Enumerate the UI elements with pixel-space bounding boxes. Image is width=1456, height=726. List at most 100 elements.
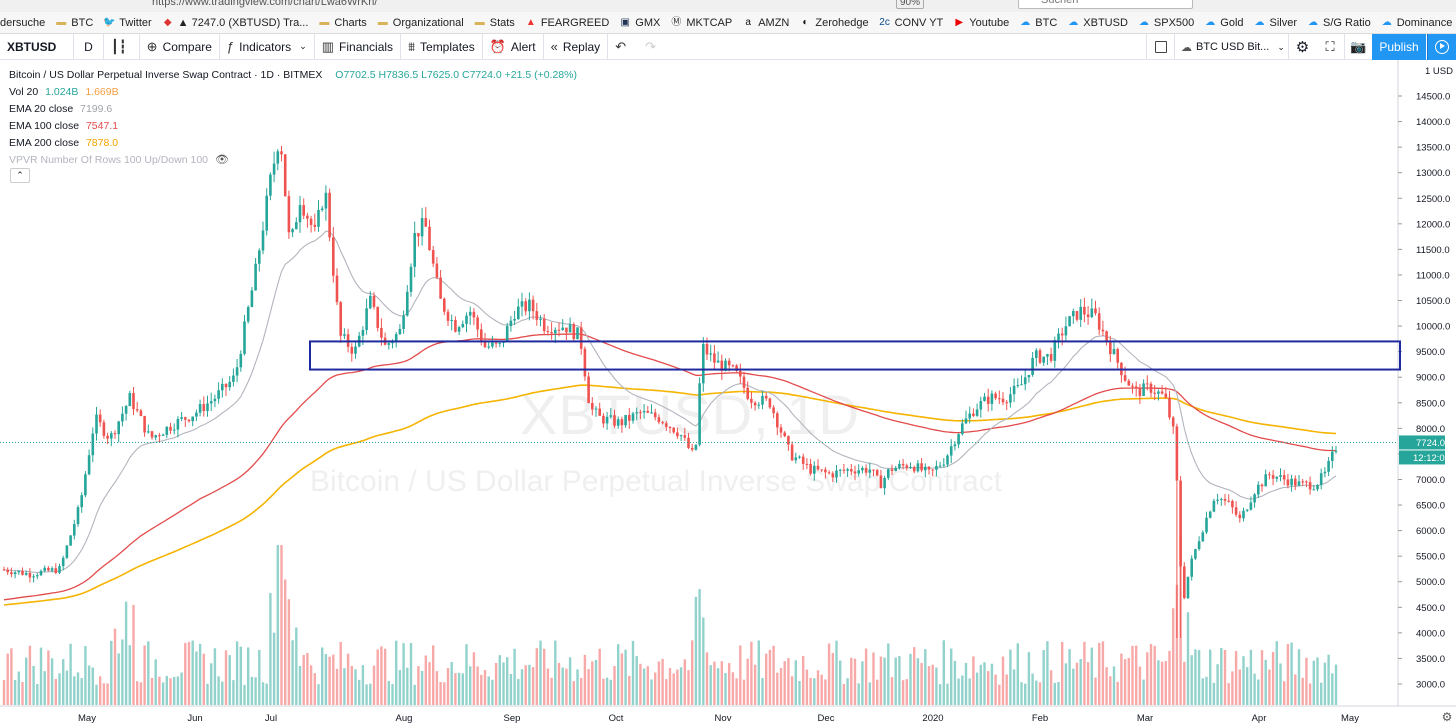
bookmark-label: Zerohedge (815, 16, 869, 29)
legend-collapse-button[interactable]: ⌃ (10, 168, 30, 183)
candle-body (909, 467, 912, 469)
volume-bar (691, 640, 694, 705)
price-chart[interactable]: 1 USD 14500.0 14000.0 13500.0 13000.0 12500.0… (0, 60, 1456, 726)
bookmark-item[interactable]: ☁ Dominance (1381, 17, 1453, 29)
indicators-button[interactable]: ƒ Indicators ⌄ (220, 33, 315, 60)
volume-bar (317, 684, 320, 705)
bookmark-item[interactable]: ▬ Organizational (377, 17, 464, 29)
volume-bar (901, 680, 905, 705)
browser-search-input[interactable]: Suchen (1018, 0, 1193, 9)
candle-body (1323, 471, 1327, 474)
resistance-zone-box[interactable] (309, 340, 1401, 371)
interval-button[interactable]: D (74, 33, 104, 60)
bookmark-item[interactable]: ☁ BTC (1019, 17, 1057, 29)
bookmark-item[interactable]: 🐦 Twitter (103, 17, 151, 29)
bookmark-item[interactable]: ▬ BTC (55, 17, 93, 29)
candle-body (642, 411, 646, 413)
bookmark-item[interactable]: ▣ GMX (619, 17, 661, 29)
replay-button[interactable]: « Replay (544, 33, 609, 60)
indicators-label: Indicators (239, 39, 292, 54)
candle-body (494, 342, 498, 344)
volume-bar (946, 683, 949, 705)
bookmark-item[interactable]: ◐ Zerohedge (799, 17, 868, 29)
undo-button[interactable]: ↶ (608, 34, 638, 60)
legend-ema20-row[interactable]: EMA 20 close 7199.6 (9, 101, 581, 118)
candle-body (850, 469, 853, 472)
symbol-search-button[interactable]: XBTUSD (0, 33, 74, 60)
bookmark-item[interactable]: ☁ SPX500 (1138, 17, 1194, 29)
financials-button[interactable]: ▥ Financials (315, 33, 402, 60)
bookmark-item[interactable]: ☁ Gold (1204, 17, 1243, 29)
price-tick-label: 9000.0 (1416, 373, 1445, 384)
zoom-level[interactable]: 90% (896, 0, 925, 9)
candle-body (753, 402, 757, 406)
legend-vol-row[interactable]: Vol 20 1.024B 1.669B (9, 84, 581, 101)
chart-pane[interactable]: XBTUSD, 1D Bitcoin / US Dollar Perpetual… (0, 60, 1456, 726)
legend-ema100-row[interactable]: EMA 100 close 7547.1 (9, 118, 581, 135)
bookmark-item[interactable]: ▶ Youtube (953, 17, 1009, 29)
bookmark-item[interactable]: ☁ XBTUSD (1067, 17, 1128, 29)
youtube-icon: ▶ (955, 16, 964, 28)
gear-icon[interactable]: ⚙ (1442, 710, 1453, 724)
bookmark-item[interactable]: 2c CONV YT (879, 17, 943, 29)
candle-body (1146, 383, 1149, 385)
candle-body (295, 222, 298, 230)
candle-body (172, 429, 176, 431)
volume-bar (975, 672, 979, 705)
candle-body (17, 570, 21, 573)
bookmark-item[interactable]: ☁ Silver (1254, 17, 1298, 29)
candle-body (431, 250, 435, 264)
bookmark-item[interactable]: ◆ ▲ 7247.0 (XBTUSD) Tra... (162, 17, 309, 29)
legend-title[interactable]: Bitcoin / US Dollar Perpetual Inverse Sw… (9, 69, 323, 81)
candle-body (298, 205, 302, 223)
volume-bar (339, 641, 342, 705)
bookmark-label: Youtube (969, 16, 1010, 29)
bookmark-item[interactable]: ▬ Charts (318, 17, 366, 29)
folder-icon: ▬ (319, 16, 330, 28)
candle-body (1334, 450, 1338, 452)
legend-ema200-row[interactable]: EMA 200 close 7878.0 (9, 135, 581, 152)
fullscreen-button[interactable]: ⛶ (1316, 34, 1344, 60)
redo-button[interactable]: ↷ (638, 34, 668, 60)
alert-button[interactable]: ⏰ Alert (483, 33, 544, 60)
candle-body (309, 218, 313, 225)
candle-body (587, 376, 590, 404)
fullscreen-layout-button[interactable] (1146, 34, 1174, 60)
candle-body (180, 417, 183, 419)
bookmark-label: AMZN (758, 16, 790, 29)
bookmark-item[interactable]: Ⓜ MKTCAP (670, 17, 732, 29)
tv-cloud-icon: ☁ (1020, 16, 1031, 28)
bookmark-item[interactable]: dersuche (0, 17, 45, 29)
legend-vpvr-row[interactable]: VPVR Number Of Rows 100 Up/Down 100 👁 (9, 152, 581, 169)
volume-bar (69, 643, 72, 705)
eye-icon[interactable]: 👁 (214, 154, 229, 166)
ema20-line (3, 230, 1337, 574)
volume-bar (617, 644, 620, 705)
chart-style-button[interactable]: ┃┇ (104, 33, 140, 60)
snapshot-button[interactable]: 📷 (1344, 34, 1372, 60)
volume-bar (1160, 661, 1164, 705)
volume-bar (1053, 682, 1056, 705)
settings-button[interactable]: ⚙ (1288, 34, 1316, 60)
publish-button[interactable]: Publish (1372, 34, 1426, 60)
volume-bar (1012, 669, 1016, 705)
compare-button[interactable]: ⊕ Compare (140, 33, 220, 60)
layout-selector[interactable]: ☁ BTC USD Bit... ⌄ (1174, 34, 1288, 60)
volume-bar (802, 655, 805, 705)
candle-body (742, 376, 746, 388)
candle-body (768, 398, 772, 408)
templates-button[interactable]: ⩩ Templates (401, 33, 483, 60)
bookmark-item[interactable]: ☁ S/G Ratio (1307, 17, 1371, 29)
publish-menu-button[interactable] (1427, 34, 1456, 60)
candle-body (320, 208, 324, 210)
candle-body (1331, 451, 1334, 461)
expand-icon: ⛶ (1325, 39, 1335, 54)
bookmark-item[interactable]: a AMZN (742, 17, 789, 29)
bookmark-item[interactable]: ▬ Stats (474, 17, 515, 29)
candle-body (446, 311, 450, 321)
url-text[interactable]: https://www.tradingview.com/chart/Lwa6Wr… (152, 0, 378, 8)
candle-body (1097, 313, 1101, 330)
bookmark-item[interactable]: ▲ FEARGREED (525, 17, 609, 29)
candle-body (698, 383, 701, 445)
candle-body (905, 465, 909, 468)
